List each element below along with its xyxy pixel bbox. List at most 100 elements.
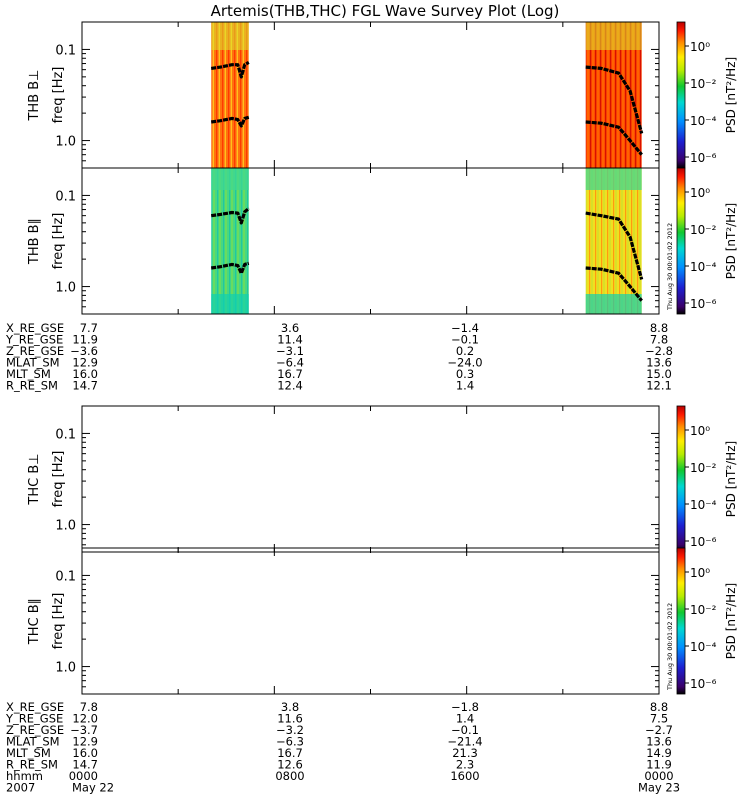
ephemeris-value: 12.6 bbox=[277, 758, 303, 772]
spectrogram-panel: 1.0 0.1 THB B∥ freq [Hz] 10⁰ 10⁻² 10⁻⁴ 10⁻⁶ PSD … bbox=[27, 167, 738, 315]
probe-label: THB B∥ bbox=[27, 218, 42, 265]
ephemeris-value: 3.6 bbox=[281, 321, 299, 335]
colorbar-label: PSD [nT²/Hz] bbox=[724, 583, 738, 659]
ephemeris-value: 1600 bbox=[450, 769, 479, 783]
spectrogram-band-top bbox=[211, 22, 249, 50]
spectrogram-band-top bbox=[585, 22, 642, 50]
ephemeris-value: 3.8 bbox=[281, 700, 299, 714]
ephemeris-label: Z_RE_GSE bbox=[6, 723, 64, 737]
ephemeris-value: −3.7 bbox=[70, 723, 98, 737]
ephemeris-label: Y_RE_GSE bbox=[5, 712, 63, 726]
ephemeris-value: 0.3 bbox=[456, 367, 474, 381]
axis-label: freq [Hz] bbox=[51, 593, 66, 650]
timestamp-label: Thu Aug 30 00:01:02 2012 bbox=[666, 603, 674, 691]
axis-label: freq [Hz] bbox=[51, 67, 66, 124]
frequency-trace bbox=[210, 115, 250, 128]
ephemeris-value: 13.6 bbox=[646, 356, 672, 370]
ephemeris-value: 0000 bbox=[644, 769, 673, 783]
ephemeris-value: 11.9 bbox=[646, 758, 672, 772]
ephemeris-value: 16.0 bbox=[72, 367, 98, 381]
spectrogram-band-bottom bbox=[585, 294, 642, 314]
timestamp-box bbox=[664, 594, 673, 692]
ephemeris-label: hhmm bbox=[6, 769, 43, 783]
colorbar-label: PSD [nT²/Hz] bbox=[724, 203, 738, 279]
colorbar-tick-label: 10⁻⁶ bbox=[690, 151, 717, 165]
colorbar-tick-label: 10⁻² bbox=[690, 461, 717, 475]
colorbar bbox=[676, 167, 686, 315]
ephemeris-value: −2.8 bbox=[645, 344, 673, 358]
probe-label: THB B⊥ bbox=[27, 69, 42, 121]
ephemeris-value: −1.4 bbox=[451, 321, 479, 335]
axis-label: freq [Hz] bbox=[51, 213, 66, 270]
colorbar bbox=[676, 21, 686, 169]
colorbar-tick-label: 10⁻² bbox=[690, 223, 717, 237]
plot-frame bbox=[81, 21, 660, 169]
colorbar-tick-label: 10⁻⁴ bbox=[690, 498, 717, 512]
ephemeris-label: Z_RE_GSE bbox=[6, 344, 64, 358]
spectrogram-band bbox=[211, 168, 249, 314]
frequency-trace bbox=[585, 65, 644, 134]
frequency-trace bbox=[585, 211, 644, 280]
ephemeris-value: 11.4 bbox=[277, 333, 303, 347]
y-tick-label: 0.1 bbox=[55, 427, 76, 442]
ephemeris-value: 11.9 bbox=[72, 333, 98, 347]
ephemeris-label: R_RE_SM bbox=[6, 758, 58, 772]
y-tick-label: 0.1 bbox=[55, 569, 76, 584]
ephemeris-value: −3.6 bbox=[70, 344, 98, 358]
colorbar-tick-label: 10⁻⁴ bbox=[690, 260, 717, 274]
frequency-trace bbox=[210, 261, 250, 275]
ephemeris-value: −2.7 bbox=[645, 723, 673, 737]
ephemeris-value: −1.8 bbox=[451, 700, 479, 714]
ephemeris-value: 8.8 bbox=[650, 321, 668, 335]
ephemeris-value: −21.4 bbox=[447, 735, 482, 749]
ephemeris-value: −24.0 bbox=[447, 356, 482, 370]
timestamp-label: Thu Aug 30 00:01:02 2012 bbox=[666, 223, 674, 311]
figure-title: Artemis(THB,THC) FGL Wave Survey Plot (L… bbox=[211, 2, 560, 20]
ephemeris-value: 12.0 bbox=[72, 712, 98, 726]
y-tick-label: 0.1 bbox=[55, 189, 76, 204]
ephemeris-value: 0000 bbox=[69, 769, 98, 783]
ephemeris-value: 14.9 bbox=[646, 746, 672, 760]
probe-label: THC B∥ bbox=[27, 598, 42, 645]
spectrogram-band-top bbox=[585, 168, 642, 190]
ephemeris-value: 1.4 bbox=[456, 712, 474, 726]
ephemeris-value: 21.3 bbox=[452, 746, 478, 760]
colorbar-tick-label: 10⁻⁶ bbox=[690, 297, 717, 311]
frequency-trace bbox=[210, 207, 250, 225]
plot-frame bbox=[81, 405, 660, 553]
colorbar-tick-label: 10⁰ bbox=[690, 186, 710, 200]
ephemeris-label: MLAT_SM bbox=[6, 356, 60, 370]
ephemeris-value: 12.9 bbox=[72, 735, 98, 749]
colorbar bbox=[676, 405, 686, 553]
probe-label: THC B⊥ bbox=[27, 453, 42, 505]
ephemeris-value: 2.3 bbox=[456, 758, 474, 772]
spectrogram-panel: 1.0 0.1 THC B∥ freq [Hz] 10⁰ 10⁻² 10⁻⁴ 10⁻⁶ PSD … bbox=[27, 547, 738, 695]
ephemeris-value: −6.4 bbox=[276, 356, 304, 370]
ephemeris-value: 14.7 bbox=[72, 758, 98, 772]
colorbar-tick-label: 10⁻⁶ bbox=[690, 677, 717, 691]
y-tick-label: 1.0 bbox=[55, 281, 76, 296]
ephemeris-label: MLAT_SM bbox=[6, 735, 60, 749]
y-tick-label: 1.0 bbox=[55, 135, 76, 150]
ephemeris-value: 7.8 bbox=[650, 333, 668, 347]
spectrogram-band-bottom bbox=[211, 294, 249, 314]
ephemeris-value: 13.6 bbox=[646, 735, 672, 749]
ephemeris-value: 12.9 bbox=[72, 356, 98, 370]
ephemeris-value: 14.7 bbox=[72, 379, 98, 393]
y-tick-label: 1.0 bbox=[55, 519, 76, 534]
y-tick-label: 1.0 bbox=[55, 661, 76, 676]
colorbar-label: PSD [nT²/Hz] bbox=[724, 57, 738, 133]
frequency-trace bbox=[210, 61, 250, 79]
ephemeris-value: 7.5 bbox=[650, 712, 668, 726]
ephemeris-label: MLT_SM bbox=[6, 746, 51, 760]
ephemeris-value: 12.1 bbox=[646, 379, 672, 393]
frequency-trace bbox=[585, 266, 643, 302]
y-tick-label: 0.1 bbox=[55, 43, 76, 58]
ephemeris-value: 1.4 bbox=[456, 379, 474, 393]
ephemeris-value: 16.7 bbox=[277, 367, 303, 381]
ephemeris-value: 8.8 bbox=[650, 700, 668, 714]
plot-frame bbox=[81, 547, 660, 695]
year-label: 2007 bbox=[6, 781, 35, 795]
ephemeris-label: Y_RE_GSE bbox=[5, 333, 63, 347]
colorbar-tick-label: 10⁻² bbox=[690, 603, 717, 617]
